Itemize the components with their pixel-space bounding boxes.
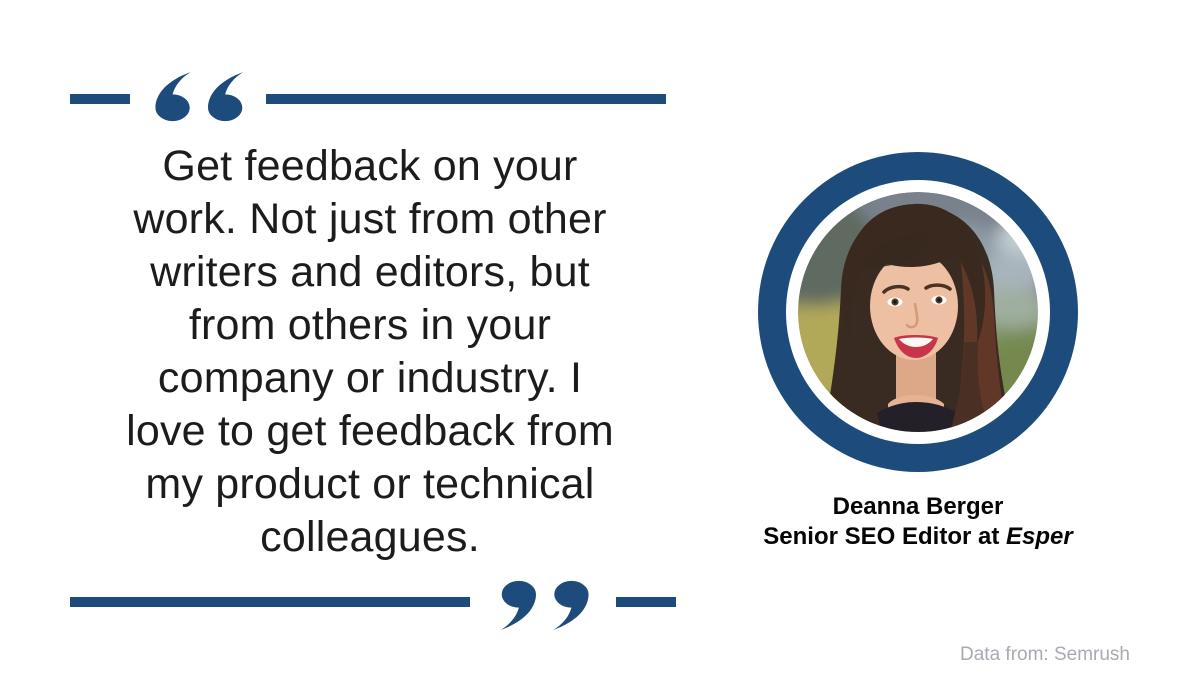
avatar-photo — [798, 192, 1038, 432]
opening-quote-icon — [155, 72, 244, 122]
top-divider-line — [266, 94, 666, 104]
portrait-illustration — [798, 192, 1038, 432]
avatar-ring — [758, 152, 1078, 472]
attribution-block: Deanna Berger Senior SEO Editor at Esper — [718, 492, 1118, 552]
data-source-credit: Data from: Semrush — [960, 644, 1130, 665]
person-company: Esper — [1006, 523, 1073, 550]
person-title-prefix: Senior SEO Editor at — [763, 523, 1006, 550]
quote-text: Get feedback on your work. Not just from… — [126, 142, 614, 561]
person-name: Deanna Berger — [832, 493, 1004, 520]
closing-quote-icon — [500, 580, 589, 630]
top-left-dash-divider — [70, 94, 130, 104]
bottom-right-dash-divider — [616, 597, 676, 607]
person-title: Senior SEO Editor at Esper — [718, 522, 1118, 552]
bottom-divider-line — [70, 597, 470, 607]
avatar-inner-ring — [786, 180, 1050, 444]
